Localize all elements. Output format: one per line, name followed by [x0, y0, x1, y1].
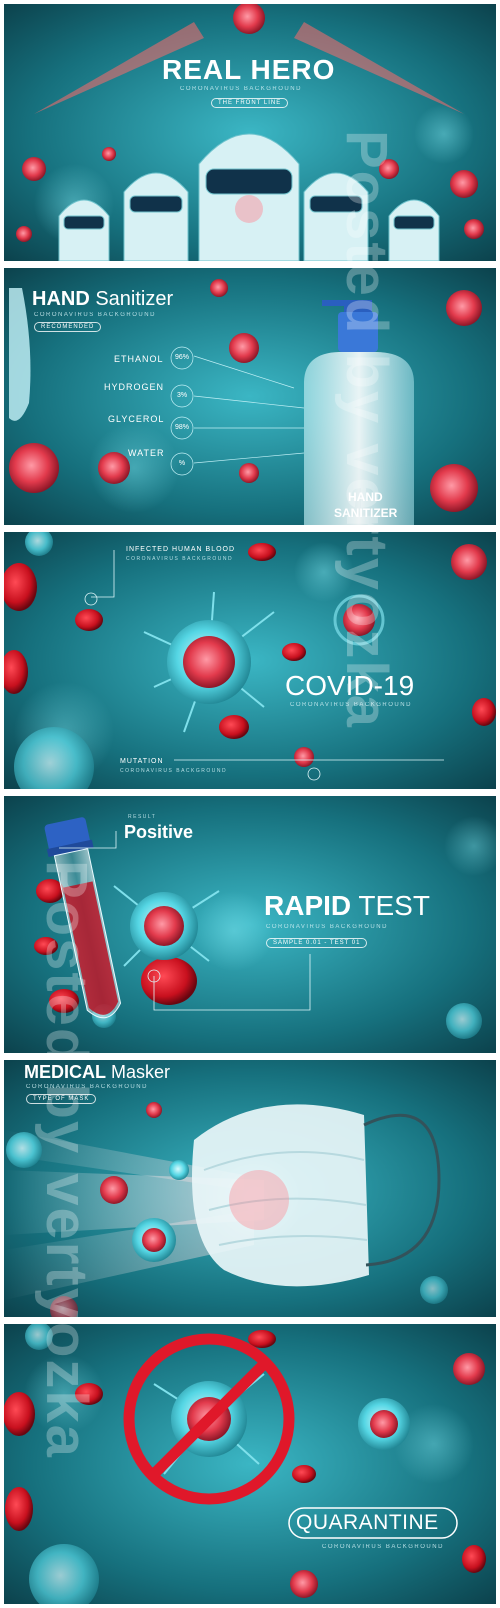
medical-masker-illustration [4, 1060, 496, 1317]
ingredient-name: GLYCEROL [108, 414, 165, 424]
panel-tag: TYPE OF MASK [26, 1094, 97, 1104]
blood-cell-icon [4, 1330, 486, 1573]
ingredient-name: ETHANOL [114, 354, 164, 364]
virus-icon [25, 1324, 485, 1604]
sanitizer-bottle [304, 300, 414, 525]
panel-title: HAND Sanitizer [32, 288, 173, 311]
panel-title: RAPID TEST [264, 890, 430, 922]
hand-sanitizer-illustration [4, 268, 496, 525]
bottle-label: SANITIZER [334, 506, 398, 520]
callout-sublabel: CORONAVIRUS BACKGROUND [126, 556, 234, 562]
covid-19-banner: INFECTED HUMAN BLOOD CORONAVIRUS BACKGRO… [4, 532, 496, 789]
panel-subtitle: CORONAVIRUS BACKGROUND [322, 1544, 444, 1550]
ingredient-lines [170, 346, 305, 476]
callout-sublabel: CORONAVIRUS BACKGROUND [120, 768, 228, 774]
title-light: TEST [358, 890, 430, 921]
panel-subtitle: CORONAVIRUS BACKGROUND [180, 86, 302, 92]
covid-19-illustration [4, 532, 496, 789]
title-bold: MEDICAL [24, 1062, 106, 1082]
panel-title: QUARANTINE [296, 1511, 439, 1534]
no-virus-sign [123, 1333, 295, 1505]
virus-icon [6, 1102, 448, 1317]
virus-icon [9, 279, 482, 512]
panel-title: REAL HERO [162, 54, 336, 85]
face-mask [192, 1104, 441, 1287]
result-value: Positive [124, 822, 194, 842]
hand-sanitizer-banner: HAND Sanitizer CORONAVIRUS BACKGROUND RE… [4, 268, 496, 525]
ingredient-name: WATER [128, 448, 165, 458]
virus-icon [16, 4, 484, 242]
bottle-label: HAND [348, 490, 383, 504]
quarantine-frame [288, 1507, 458, 1539]
quarantine-banner: QUARANTINE CORONAVIRUS BACKGROUND [4, 1324, 496, 1604]
real-hero-illustration [4, 4, 496, 261]
real-hero-banner: REAL HERO CORONAVIRUS BACKGROUND THE FRO… [4, 4, 496, 261]
callout-label: INFECTED HUMAN BLOOD [126, 546, 236, 553]
ingredient-value: % [178, 460, 186, 467]
panel-subtitle: CORONAVIRUS BACKGROUND [266, 924, 388, 930]
callout-label: MUTATION [120, 758, 164, 765]
test-tube [44, 817, 122, 1019]
ingredient-name: HYDROGEN [104, 382, 165, 392]
medical-masker-banner: MEDICAL Masker CORONAVIRUS BACKGROUND TY… [4, 1060, 496, 1317]
panel-subtitle: CORONAVIRUS BACKGROUND [34, 312, 156, 318]
ingredient-value: 98% [174, 424, 189, 431]
sample-tag: SAMPLE 0.01 - TEST 01 [266, 938, 368, 948]
rapid-test-illustration [4, 796, 496, 1053]
title-light: Masker [111, 1062, 171, 1082]
quarantine-illustration [4, 1324, 496, 1604]
rapid-test-banner: RESULT Positive RAPID TEST CORONAVIRUS B… [4, 796, 496, 1053]
title-bold: HAND [32, 288, 90, 310]
callout-lines [84, 550, 444, 781]
callout-lines [59, 831, 311, 1011]
panel-title: MEDICAL Masker [24, 1062, 170, 1083]
medical-workers [58, 133, 440, 261]
ingredient-value: 96% [174, 354, 189, 361]
virus-icon [14, 532, 487, 789]
water-drop-icon [9, 288, 31, 421]
blood-cell-icon [4, 543, 496, 739]
panel-subtitle: CORONAVIRUS BACKGROUND [290, 702, 412, 708]
virus-icon [92, 885, 482, 1039]
panel-title: COVID-19 [285, 670, 415, 701]
panel-tag: THE FRONT LINE [211, 98, 289, 108]
blood-cell-icon [34, 879, 197, 1013]
result-label: RESULT [128, 814, 157, 820]
ingredient-value: 3% [176, 392, 188, 399]
panel-tag: RECOMENDED [34, 322, 102, 332]
title-light: Sanitizer [95, 288, 174, 310]
panel-subtitle: CORONAVIRUS BACKGROUND [26, 1084, 148, 1090]
title-bold: RAPID [264, 890, 352, 921]
